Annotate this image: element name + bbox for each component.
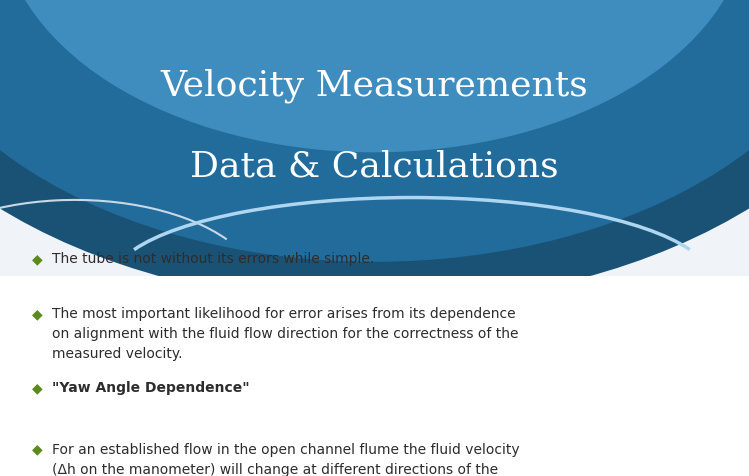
Ellipse shape <box>0 0 749 152</box>
Ellipse shape <box>0 0 749 305</box>
Polygon shape <box>0 276 749 476</box>
Text: For an established flow in the open channel flume the fluid velocity
(Δh on the : For an established flow in the open chan… <box>52 443 520 476</box>
Text: ◆: ◆ <box>32 252 43 266</box>
Text: The tube is not without its errors while simple.: The tube is not without its errors while… <box>52 252 374 266</box>
Text: Data & Calculations: Data & Calculations <box>190 149 559 184</box>
Text: ◆: ◆ <box>32 443 43 456</box>
Text: "Yaw Angle Dependence": "Yaw Angle Dependence" <box>52 381 250 395</box>
Text: The most important likelihood for error arises from its dependence
on alignment : The most important likelihood for error … <box>52 307 519 361</box>
Text: ◆: ◆ <box>32 307 43 321</box>
Text: Velocity Measurements: Velocity Measurements <box>160 69 589 103</box>
Ellipse shape <box>0 0 749 262</box>
Text: ◆: ◆ <box>32 381 43 395</box>
